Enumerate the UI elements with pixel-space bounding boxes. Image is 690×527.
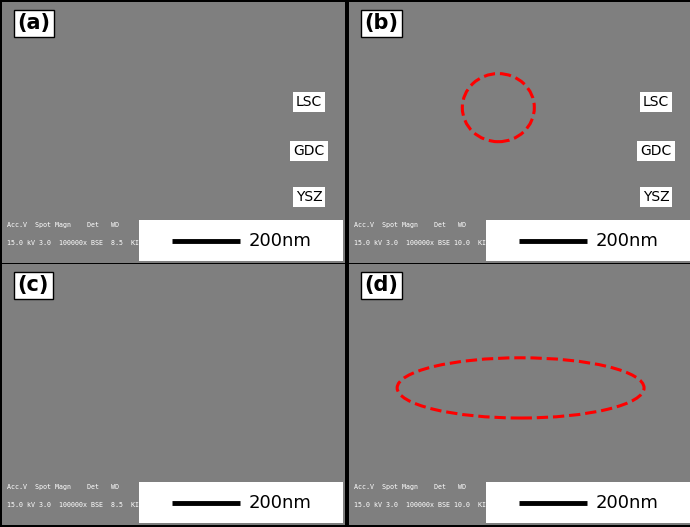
Text: (a): (a): [17, 13, 50, 33]
Text: GDC: GDC: [293, 144, 324, 158]
Text: GDC: GDC: [640, 144, 671, 158]
Text: Acc.V  Spot Magn    Det   WD: Acc.V Spot Magn Det WD: [354, 222, 466, 228]
Text: Acc.V  Spot Magn    Det   WD: Acc.V Spot Magn Det WD: [354, 484, 466, 490]
Text: 15.0 kV 3.0  100000x BSE 10.0  KIST: 15.0 kV 3.0 100000x BSE 10.0 KIST: [354, 502, 494, 509]
FancyBboxPatch shape: [139, 482, 344, 523]
Text: LSC: LSC: [296, 95, 322, 110]
Text: 200nm: 200nm: [596, 232, 659, 250]
FancyBboxPatch shape: [486, 482, 690, 523]
Text: 15.0 kV 3.0  100000x BSE 10.0  KIST: 15.0 kV 3.0 100000x BSE 10.0 KIST: [354, 240, 494, 247]
Text: Acc.V  Spot Magn    Det   WD: Acc.V Spot Magn Det WD: [7, 222, 119, 228]
Text: 200nm: 200nm: [249, 232, 312, 250]
Text: YSZ: YSZ: [643, 190, 669, 204]
Text: LSC: LSC: [643, 95, 669, 110]
Text: 15.0 kV 3.0  100000x BSE  8.5  KIST: 15.0 kV 3.0 100000x BSE 8.5 KIST: [7, 502, 147, 509]
Text: YSZ: YSZ: [296, 190, 322, 204]
Text: 15.0 kV 3.0  100000x BSE  8.5  KIST: 15.0 kV 3.0 100000x BSE 8.5 KIST: [7, 240, 147, 247]
Text: Acc.V  Spot Magn    Det   WD: Acc.V Spot Magn Det WD: [7, 484, 119, 490]
Text: 200nm: 200nm: [249, 494, 312, 512]
Text: (c): (c): [17, 275, 49, 295]
Text: (d): (d): [364, 275, 398, 295]
Text: (b): (b): [364, 13, 399, 33]
FancyBboxPatch shape: [486, 220, 690, 261]
FancyBboxPatch shape: [139, 220, 344, 261]
Text: 200nm: 200nm: [596, 494, 659, 512]
